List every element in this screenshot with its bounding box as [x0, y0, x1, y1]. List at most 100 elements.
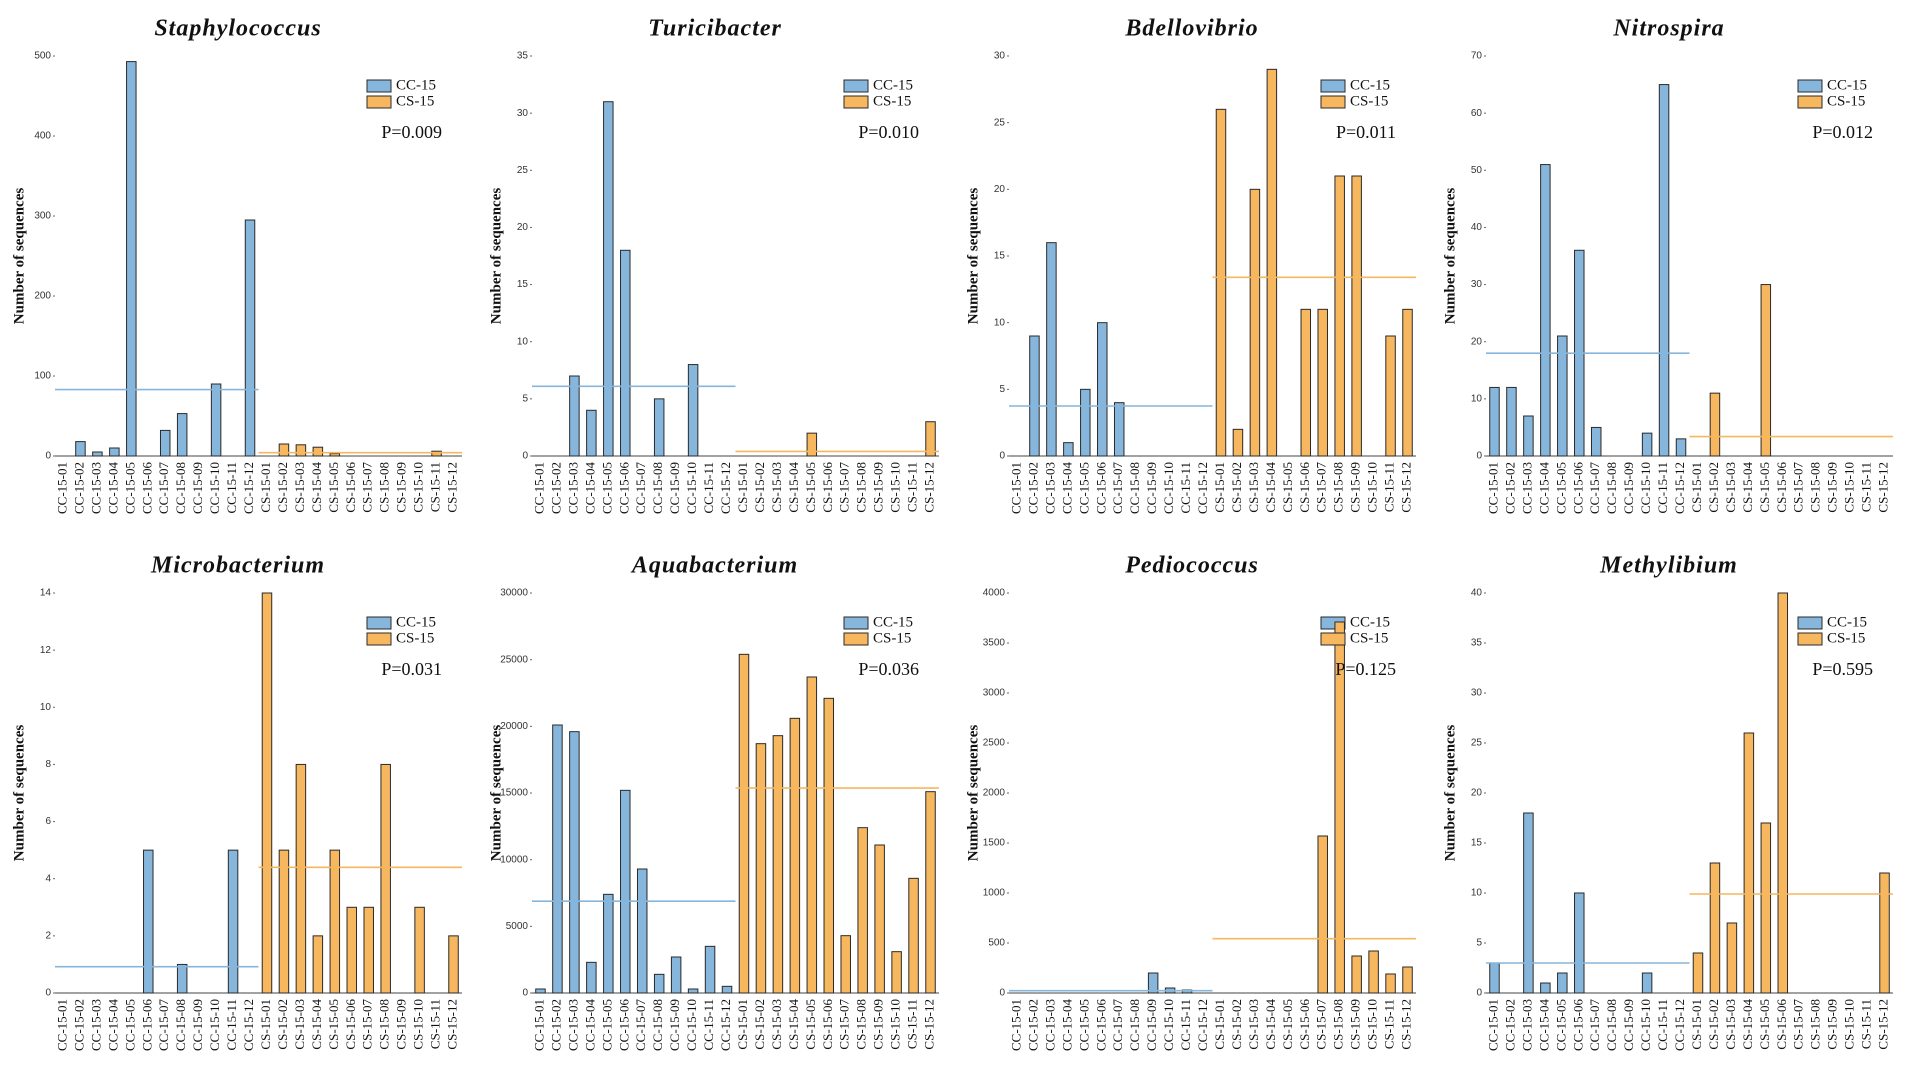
- x-tick-label: CS-15-01: [1689, 999, 1704, 1050]
- x-tick-label: CS-15-04: [309, 999, 324, 1050]
- bar: [1402, 966, 1413, 994]
- x-tick-label: CC-15-02: [1025, 999, 1040, 1051]
- bar: [925, 791, 936, 994]
- x-tick-label: CS-15-07: [837, 462, 852, 513]
- bar: [1249, 188, 1261, 457]
- bar: [1523, 812, 1534, 994]
- bar: [1046, 242, 1057, 457]
- bar: [620, 789, 631, 994]
- y-tick-label: 10: [517, 336, 529, 347]
- x-tick-label: CS-15-02: [275, 462, 290, 513]
- legend-swatch: [366, 95, 392, 109]
- y-axis-label: Number of sequences: [1442, 725, 1458, 862]
- legend-label: CC-15: [1827, 77, 1867, 93]
- legend-label: CS-15: [396, 630, 434, 646]
- x-tick-label: CC-15-05: [599, 462, 614, 514]
- x-tick-label: CC-15-01: [54, 999, 69, 1051]
- y-tick-label: 20: [517, 222, 529, 233]
- x-tick-label: CS-15-05: [326, 462, 341, 513]
- panel: Nitrospira Number of sequences 0 10 20 30 40 50…: [1442, 16, 1893, 515]
- y-tick-label: 5: [1476, 938, 1482, 949]
- bar: [1540, 982, 1551, 994]
- y-tick-label: 0: [45, 988, 51, 999]
- legend-swatch: [1320, 632, 1346, 646]
- y-tick-label: 4: [45, 873, 51, 884]
- y-tick-label: 5000: [506, 921, 529, 932]
- x-tick-label: CS-15-07: [360, 462, 375, 513]
- bar: [1709, 392, 1721, 457]
- bar: [653, 973, 665, 994]
- bar: [1760, 284, 1772, 457]
- y-tick-label: 200: [34, 291, 51, 302]
- bar: [1385, 335, 1396, 457]
- x-tick-label: CS-15-08: [854, 999, 869, 1050]
- x-tick-label: CS-15-09: [394, 999, 409, 1050]
- x-tick-label: CC-15-12: [241, 462, 256, 514]
- bar: [1523, 415, 1534, 457]
- legend-swatch: [1320, 95, 1346, 109]
- y-axis-label: Number of sequences: [11, 188, 27, 325]
- panel: Bdellovibrio Number of sequences 0 5 10 15 20 2…: [965, 16, 1416, 514]
- x-tick-label: CS-15-05: [326, 999, 341, 1050]
- bar: [329, 453, 341, 457]
- panel: Microbacterium Number of sequences 0 2 4 6 8 10…: [11, 553, 462, 1052]
- panel: Aquabacterium Number of sequences 0 5000 100…: [488, 553, 939, 1052]
- x-tick-label: CC-15-08: [173, 999, 188, 1051]
- x-tick-label: CS-15-08: [1808, 462, 1823, 513]
- bar: [806, 432, 818, 457]
- x-tick-label: CS-15-01: [1212, 462, 1227, 513]
- x-tick-label: CC-15-09: [1144, 462, 1159, 514]
- y-tick-label: 30000: [500, 588, 528, 599]
- x-tick-label: CS-15-11: [1382, 999, 1397, 1049]
- bar: [1557, 972, 1568, 994]
- x-tick-label: CS-15-08: [1331, 999, 1346, 1050]
- x-tick-label: CS-15-04: [1263, 999, 1278, 1050]
- x-tick-label: CC-15-03: [1042, 462, 1057, 514]
- x-tick-label: CC-15-06: [1570, 462, 1585, 515]
- x-tick-label: CS-15-06: [1774, 462, 1789, 513]
- x-tick-label: CC-15-08: [173, 462, 188, 514]
- x-tick-label: CS-15-09: [1825, 999, 1840, 1050]
- y-tick-label: 30: [517, 108, 529, 119]
- bar: [1351, 175, 1362, 457]
- bar: [586, 961, 597, 994]
- x-tick-label: CC-15-11: [1655, 462, 1670, 514]
- chart-title: Nitrospira: [1612, 16, 1724, 42]
- x-tick-label: CC-15-07: [1587, 999, 1602, 1052]
- legend-label: CS-15: [873, 630, 911, 646]
- x-tick-label: CS-15-01: [735, 999, 750, 1050]
- x-tick-label: CS-15-06: [1297, 462, 1312, 513]
- y-tick-label: 10: [1471, 393, 1483, 404]
- y-tick-label: 2000: [983, 788, 1006, 799]
- y-tick-label: 2: [45, 930, 51, 941]
- x-tick-label: CC-15-06: [616, 999, 631, 1052]
- x-tick-label: CS-15-10: [1365, 999, 1380, 1050]
- legend-swatch: [1320, 79, 1346, 93]
- x-tick-label: CC-15-05: [1076, 999, 1091, 1051]
- y-axis-label: Number of sequences: [488, 725, 504, 862]
- bar: [1232, 428, 1244, 457]
- x-tick-label: CC-15-05: [122, 462, 137, 514]
- y-tick-label: 15: [517, 279, 529, 290]
- y-tick-label: 500: [988, 938, 1005, 949]
- bar: [1675, 438, 1687, 457]
- x-tick-label: CC-15-07: [633, 462, 648, 515]
- bar: [535, 988, 546, 994]
- x-tick-label: CS-15-08: [1808, 999, 1823, 1050]
- bar: [687, 988, 699, 994]
- x-tick-label: CC-15-01: [1008, 999, 1023, 1051]
- x-tick-label: CS-15-06: [343, 462, 358, 513]
- legend-label: CS-15: [873, 93, 911, 109]
- x-tick-label: CC-15-01: [54, 462, 69, 514]
- bar: [687, 364, 699, 457]
- y-tick-label: 0: [999, 451, 1005, 462]
- x-tick-label: CS-15-05: [1280, 462, 1295, 513]
- x-tick-label: CS-15-09: [394, 462, 409, 513]
- bar: [1540, 164, 1551, 457]
- chart-title: Methylibium: [1599, 553, 1738, 579]
- x-tick-label: CS-15-12: [1399, 462, 1414, 513]
- bar: [363, 906, 374, 994]
- bar: [261, 592, 273, 994]
- x-tick-label: CC-15-09: [190, 462, 205, 514]
- x-tick-label: CC-15-07: [156, 999, 171, 1052]
